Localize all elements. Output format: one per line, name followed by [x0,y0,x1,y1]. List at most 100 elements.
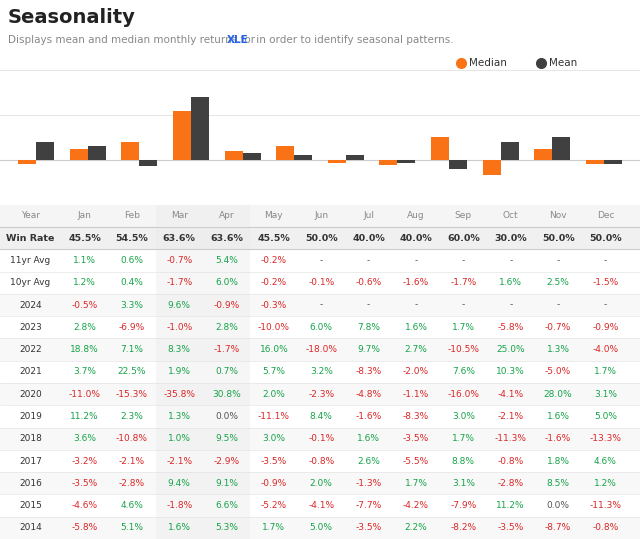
Text: 2023: 2023 [19,323,42,332]
Bar [534,149,552,160]
Text: 3.0%: 3.0% [262,434,285,443]
Bar [586,160,604,164]
Text: -0.8%: -0.8% [592,523,619,533]
Text: -2.0%: -2.0% [403,368,429,376]
Text: 1.8%: 1.8% [547,457,570,466]
Text: Jun: Jun [314,211,328,220]
FancyBboxPatch shape [0,383,640,405]
FancyBboxPatch shape [0,472,640,494]
Bar [604,160,622,164]
Text: -2.1%: -2.1% [166,457,192,466]
FancyBboxPatch shape [0,316,640,338]
Text: 50.0%: 50.0% [305,234,337,243]
Text: 6.0%: 6.0% [310,323,333,332]
Text: 9.6%: 9.6% [168,301,191,309]
Bar [191,97,209,160]
Text: Mean: Mean [549,58,577,68]
Text: -8.2%: -8.2% [451,523,476,533]
Text: 10.3%: 10.3% [497,368,525,376]
Text: -1.0%: -1.0% [166,323,193,332]
Text: -3.2%: -3.2% [72,457,97,466]
Text: 1.6%: 1.6% [547,412,570,421]
Text: 3.3%: 3.3% [120,301,143,309]
Text: 1.6%: 1.6% [168,523,191,533]
Text: -5.8%: -5.8% [497,323,524,332]
Text: -7.9%: -7.9% [450,501,477,510]
Text: -10.5%: -10.5% [447,345,479,354]
FancyBboxPatch shape [156,205,203,539]
Text: 1.2%: 1.2% [594,479,617,488]
Text: -: - [367,256,371,265]
Text: -0.1%: -0.1% [308,434,335,443]
Text: -0.8%: -0.8% [308,457,335,466]
Text: 1.7%: 1.7% [452,434,475,443]
Text: Nov: Nov [549,211,567,220]
Text: Seasonality: Seasonality [8,9,136,27]
FancyBboxPatch shape [0,517,640,539]
Text: -0.8%: -0.8% [497,457,524,466]
Text: Median: Median [469,58,507,68]
Text: 5.3%: 5.3% [215,523,238,533]
Text: -4.1%: -4.1% [498,390,524,399]
Text: 1.3%: 1.3% [168,412,191,421]
Text: 1.6%: 1.6% [499,278,522,287]
Text: -5.2%: -5.2% [261,501,287,510]
Text: 11.2%: 11.2% [497,501,525,510]
FancyBboxPatch shape [0,427,640,450]
Text: -10.8%: -10.8% [116,434,148,443]
Bar [397,160,415,163]
Text: -6.9%: -6.9% [118,323,145,332]
FancyBboxPatch shape [0,294,640,316]
Text: -2.1%: -2.1% [119,457,145,466]
Bar [431,137,449,160]
Text: 7.8%: 7.8% [357,323,380,332]
Text: -1.1%: -1.1% [403,390,429,399]
Text: -1.6%: -1.6% [403,278,429,287]
Text: XLE: XLE [227,35,249,45]
Text: Sep: Sep [455,211,472,220]
Text: -8.3%: -8.3% [355,368,382,376]
Text: in order to identify seasonal patterns.: in order to identify seasonal patterns. [253,35,453,45]
Bar [18,160,36,164]
Text: Win Rate: Win Rate [6,234,54,243]
Text: 2.0%: 2.0% [310,479,333,488]
Text: 11.2%: 11.2% [70,412,99,421]
Text: 10yr Avg: 10yr Avg [10,278,51,287]
Text: 2024: 2024 [19,301,42,309]
Text: 45.5%: 45.5% [68,234,101,243]
Bar [36,142,54,160]
Text: 18.8%: 18.8% [70,345,99,354]
Text: Aug: Aug [407,211,425,220]
Text: -1.5%: -1.5% [592,278,619,287]
Text: -4.8%: -4.8% [356,390,381,399]
Text: 5.0%: 5.0% [310,523,333,533]
Bar [243,153,260,160]
Bar [294,155,312,160]
Text: -: - [319,301,323,309]
Text: 2015: 2015 [19,501,42,510]
Text: -2.3%: -2.3% [308,390,334,399]
Text: 2.3%: 2.3% [120,412,143,421]
FancyBboxPatch shape [0,494,640,517]
Text: 2022: 2022 [19,345,42,354]
Text: 2.6%: 2.6% [357,457,380,466]
Text: 9.4%: 9.4% [168,479,191,488]
Text: 9.7%: 9.7% [357,345,380,354]
Text: Mar: Mar [171,211,188,220]
Text: -10.0%: -10.0% [258,323,290,332]
Text: 5.7%: 5.7% [262,368,285,376]
Text: 30.0%: 30.0% [495,234,527,243]
Text: -8.7%: -8.7% [545,523,572,533]
Bar [380,160,397,165]
Text: 0.6%: 0.6% [120,256,143,265]
Text: 8.4%: 8.4% [310,412,333,421]
FancyBboxPatch shape [203,205,250,539]
Text: -3.5%: -3.5% [403,434,429,443]
Text: -2.8%: -2.8% [119,479,145,488]
Text: -18.0%: -18.0% [305,345,337,354]
Text: -11.3%: -11.3% [495,434,527,443]
Text: -35.8%: -35.8% [163,390,195,399]
Bar [225,151,243,160]
Text: -1.7%: -1.7% [213,345,240,354]
Text: -4.0%: -4.0% [593,345,618,354]
